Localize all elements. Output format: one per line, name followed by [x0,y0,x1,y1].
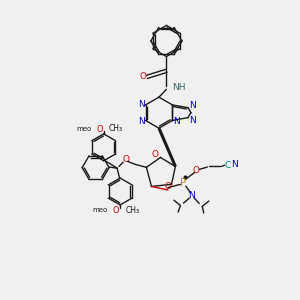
Text: N: N [173,116,180,125]
Text: O: O [193,166,200,175]
Text: O: O [97,125,103,134]
Text: meo: meo [92,207,108,213]
Text: N: N [138,116,145,125]
Text: N: N [231,160,238,169]
Text: NH: NH [172,83,185,92]
Text: CH₃: CH₃ [109,124,123,133]
Text: O: O [113,206,120,214]
Text: N: N [189,101,196,110]
Text: P: P [180,178,186,188]
Text: N: N [138,100,145,109]
Text: N: N [189,116,196,124]
Text: C: C [224,161,231,170]
Text: O: O [152,150,159,159]
Text: meo: meo [76,126,91,132]
Text: O: O [164,182,171,190]
Text: O: O [122,155,129,164]
Text: CH₃: CH₃ [125,206,140,215]
Text: O: O [140,72,147,81]
Text: N: N [188,190,195,200]
